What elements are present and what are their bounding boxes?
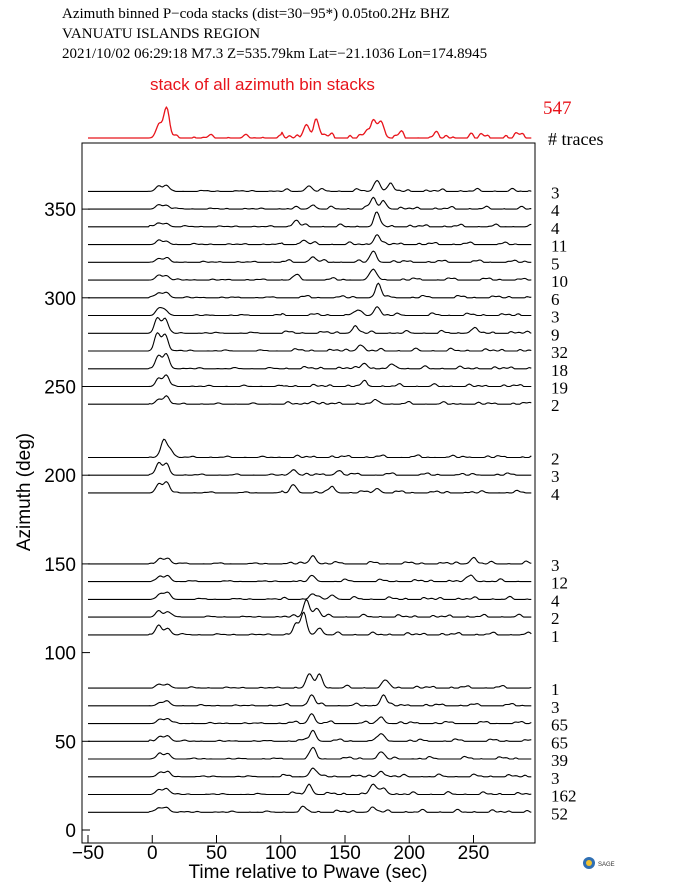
trace-count-label: 2 xyxy=(551,609,560,628)
x-axis-label: Time relative to Pwave (sec) xyxy=(189,862,428,883)
stack-title: stack of all azimuth bin stacks xyxy=(150,75,375,94)
header-line-1: Azimuth binned P−coda stacks (dist=30−95… xyxy=(62,6,450,22)
trace-az-270 xyxy=(88,332,532,352)
stack-count: 547 xyxy=(543,98,572,119)
trace-az-320 xyxy=(88,250,532,263)
count-header: # traces xyxy=(548,129,603,149)
x-tick-label: 200 xyxy=(393,843,425,864)
trace-az-250 xyxy=(88,374,532,388)
trace-count-label: 18 xyxy=(551,361,568,380)
trace-az-190 xyxy=(88,481,532,494)
x-tick-label: 50 xyxy=(206,843,227,864)
trace-az-20 xyxy=(88,783,532,796)
y-axis-label: Azimuth (deg) xyxy=(14,433,35,551)
trace-count-label: 52 xyxy=(551,804,568,823)
trace-count-label: 32 xyxy=(551,343,568,362)
trace-az-280 xyxy=(88,316,532,334)
trace-count-label: 39 xyxy=(551,751,568,770)
x-tick-label: 100 xyxy=(265,843,297,864)
trace-count-label: 3 xyxy=(551,183,560,202)
trace-az-210 xyxy=(88,438,532,459)
trace-az-290 xyxy=(88,306,532,317)
logo-text: SAGE xyxy=(598,862,615,868)
y-tick-label: 200 xyxy=(44,466,76,487)
trace-az-30 xyxy=(88,767,532,778)
header-line-3: 2021/10/02 06:29:18 M7.3 Z=535.79km Lat=… xyxy=(62,46,487,62)
y-tick-label: 100 xyxy=(44,644,76,665)
trace-az-340 xyxy=(88,211,532,228)
trace-group xyxy=(88,179,532,813)
trace-count-label: 5 xyxy=(551,254,560,273)
trace-count-label: 3 xyxy=(551,467,560,486)
trace-az-300 xyxy=(88,282,532,299)
trace-az-240 xyxy=(88,395,532,405)
trace-az-150 xyxy=(88,555,532,565)
trace-count-label: 19 xyxy=(551,379,568,398)
trace-az-330 xyxy=(88,234,532,246)
trace-count-label: 4 xyxy=(551,485,560,504)
count-labels: 5216233965653112412343221918329361051144… xyxy=(551,183,577,823)
trace-count-label: 6 xyxy=(551,290,560,309)
trace-count-label: 11 xyxy=(551,237,567,256)
trace-az-80 xyxy=(88,673,532,689)
trace-az-360 xyxy=(88,179,532,192)
trace-count-label: 1 xyxy=(551,627,560,646)
trace-count-label: 9 xyxy=(551,325,560,344)
trace-count-label: 162 xyxy=(551,787,577,806)
trace-count-label: 3 xyxy=(551,698,560,717)
y-tick-label: 250 xyxy=(44,378,76,399)
trace-az-310 xyxy=(88,268,532,281)
trace-count-label: 4 xyxy=(551,591,560,610)
trace-count-label: 10 xyxy=(551,272,568,291)
y-tick-label: 150 xyxy=(44,555,76,576)
trace-az-140 xyxy=(88,574,532,583)
trace-count-label: 3 xyxy=(551,769,560,788)
trace-count-label: 4 xyxy=(551,201,560,220)
trace-count-label: 1 xyxy=(551,680,560,699)
trace-count-label: 3 xyxy=(551,308,560,327)
trace-az-130 xyxy=(88,591,532,600)
x-tick-label: 0 xyxy=(147,843,158,864)
sage-logo: SAGE xyxy=(583,857,615,869)
trace-count-label: 2 xyxy=(551,396,560,415)
y-tick-label: 350 xyxy=(44,200,76,221)
trace-count-label: 4 xyxy=(551,219,560,238)
trace-az-10 xyxy=(88,805,532,813)
trace-az-110 xyxy=(88,611,532,636)
trace-count-label: 65 xyxy=(551,733,568,752)
y-tick-label: 0 xyxy=(65,821,76,842)
x-tick-label: −50 xyxy=(72,843,104,864)
trace-az-350 xyxy=(88,196,532,210)
trace-count-label: 2 xyxy=(551,449,560,468)
trace-az-120 xyxy=(88,598,532,618)
plot-frame xyxy=(81,142,536,844)
trace-az-200 xyxy=(88,461,532,476)
x-tick-label: 250 xyxy=(458,843,490,864)
trace-az-50 xyxy=(88,729,532,742)
trace-az-70 xyxy=(88,694,532,707)
trace-count-label: 12 xyxy=(551,574,568,593)
header-line-2: VANUATU ISLANDS REGION xyxy=(62,26,260,42)
stack-trace xyxy=(88,106,532,139)
y-tick-label: 50 xyxy=(55,732,76,753)
trace-az-260 xyxy=(88,352,532,370)
trace-count-label: 3 xyxy=(551,556,560,575)
x-tick-label: 150 xyxy=(329,843,361,864)
y-tick-label: 300 xyxy=(44,289,76,310)
trace-az-40 xyxy=(88,746,532,760)
x-axis: −50 0 50 100 150 200 250 xyxy=(72,835,489,864)
trace-az-60 xyxy=(88,713,532,725)
y-axis: 0 50 100 150 200 250 300 350 xyxy=(44,200,90,842)
trace-count-label: 65 xyxy=(551,716,568,735)
